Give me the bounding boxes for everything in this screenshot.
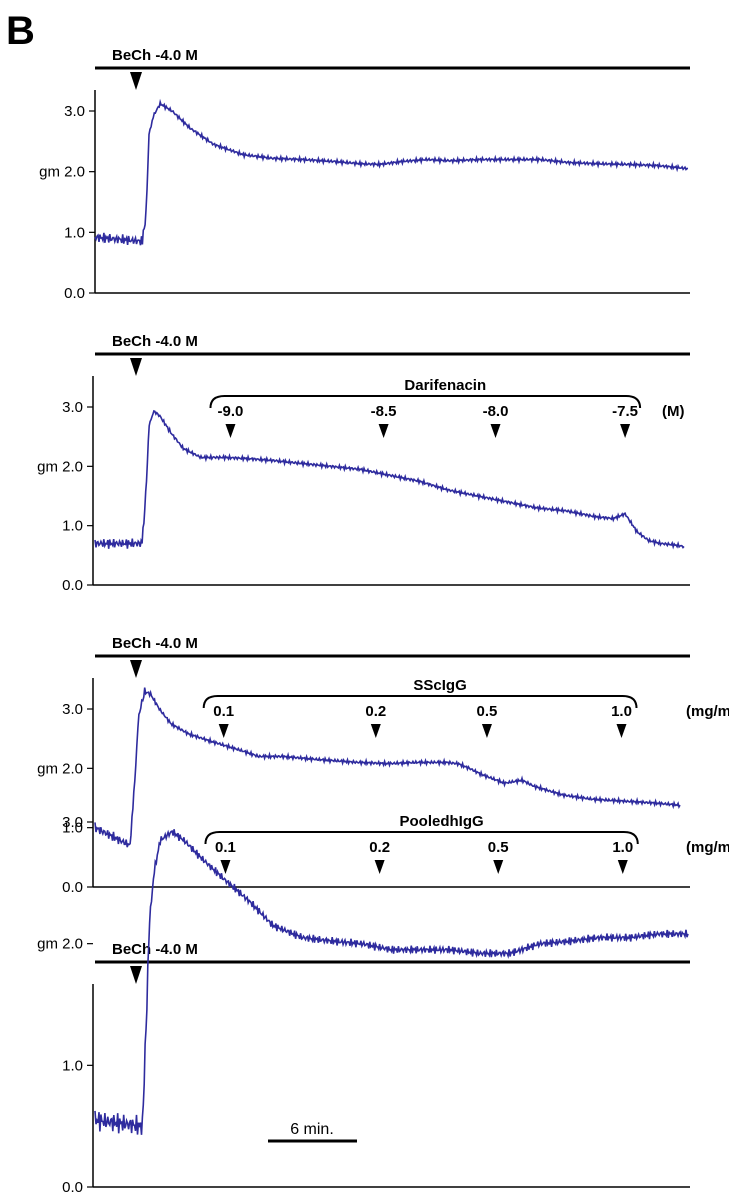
dose-label: 0.2 — [369, 839, 390, 856]
y-tick-label: 1.0 — [62, 518, 83, 535]
dose-arrow — [374, 860, 385, 874]
y-tick-label: gm 2.0 — [37, 760, 83, 777]
bracket-label: SScIgG — [413, 677, 466, 694]
dose-arrow — [620, 424, 631, 438]
dose-label: -8.0 — [483, 403, 509, 420]
y-tick-label: gm 2.0 — [37, 936, 83, 953]
unit-label: (mg/ml) — [686, 703, 729, 720]
panel-2: BeCh -4.0 M 0.0 1.0 gm 2.0 3.0 Darifenacin (M)… — [37, 333, 690, 594]
stimulus-label: BeCh -4.0 M — [112, 333, 198, 350]
panel-letter: B — [6, 9, 35, 53]
y-tick-label: 1.0 — [64, 224, 85, 241]
stimulus-label: BeCh -4.0 M — [112, 635, 198, 652]
panel-1: BeCh -4.0 M 0.0 1.0 gm 2.0 3.0 — [39, 47, 690, 302]
dose-arrow — [481, 724, 492, 738]
dose-arrow — [490, 424, 501, 438]
stimulus-arrow — [130, 660, 142, 678]
trace-line — [94, 98, 689, 246]
stimulus-label: BeCh -4.0 M — [112, 941, 198, 958]
dose-arrow — [220, 860, 231, 874]
dose-arrow — [370, 724, 381, 738]
dose-label: -8.5 — [371, 403, 397, 420]
stimulus-label: BeCh -4.0 M — [112, 47, 198, 64]
dose-label: 1.0 — [611, 703, 632, 720]
dose-bracket — [204, 831, 639, 845]
dose-label: 1.0 — [612, 839, 633, 856]
dose-arrow — [616, 724, 627, 738]
y-tick-label: 0.0 — [62, 1179, 83, 1196]
y-tick-label: 0.0 — [62, 879, 83, 896]
scale-bar-label: 6 min. — [290, 1121, 334, 1138]
dose-arrow — [218, 724, 229, 738]
dose-label: 0.2 — [365, 703, 386, 720]
stimulus-arrow — [130, 966, 142, 984]
y-tick-label: 3.0 — [64, 103, 85, 120]
scale-bar: 6 min. — [268, 1121, 357, 1143]
y-tick-label: 0.0 — [64, 285, 85, 302]
dose-label: 0.1 — [213, 703, 234, 720]
y-tick-label: gm 2.0 — [39, 164, 85, 181]
bracket-label: PooledhIgG — [400, 813, 484, 830]
unit-label: (mg/ml) — [686, 839, 729, 856]
y-tick-label: 0.0 — [62, 577, 83, 594]
dose-arrow — [493, 860, 504, 874]
dose-bracket — [209, 395, 642, 409]
y-tick-label: gm 2.0 — [37, 458, 83, 475]
y-tick-label: 3.0 — [62, 814, 83, 831]
panel-3: BeCh -4.0 M 0.0 1.0 gm 2.0 3.0 SScIgG (mg/ml) 0… — [37, 635, 729, 896]
dose-label: 0.1 — [215, 839, 236, 856]
dose-bracket — [202, 695, 638, 709]
trace-line — [94, 409, 685, 550]
bracket-label: Darifenacin — [404, 377, 486, 394]
dose-arrow — [617, 860, 628, 874]
y-tick-label: 3.0 — [62, 701, 83, 718]
dose-label: 0.5 — [488, 839, 509, 856]
dose-label: -7.5 — [612, 403, 638, 420]
stimulus-arrow — [130, 72, 142, 90]
y-tick-label: 3.0 — [62, 399, 83, 416]
unit-label: (M) — [662, 403, 685, 420]
dose-label: -9.0 — [218, 403, 244, 420]
trace-line — [94, 687, 681, 848]
trace-line — [94, 829, 689, 1135]
dose-label: 0.5 — [477, 703, 498, 720]
dose-arrow — [225, 424, 236, 438]
y-tick-label: 1.0 — [62, 820, 83, 837]
dose-arrow — [378, 424, 389, 438]
stimulus-arrow — [130, 358, 142, 376]
panel-4: BeCh -4.0 M 0.0 1.0 gm 2.0 3.0 PooledhIgG (mg/… — [37, 813, 729, 1196]
y-tick-label: 1.0 — [62, 1057, 83, 1074]
